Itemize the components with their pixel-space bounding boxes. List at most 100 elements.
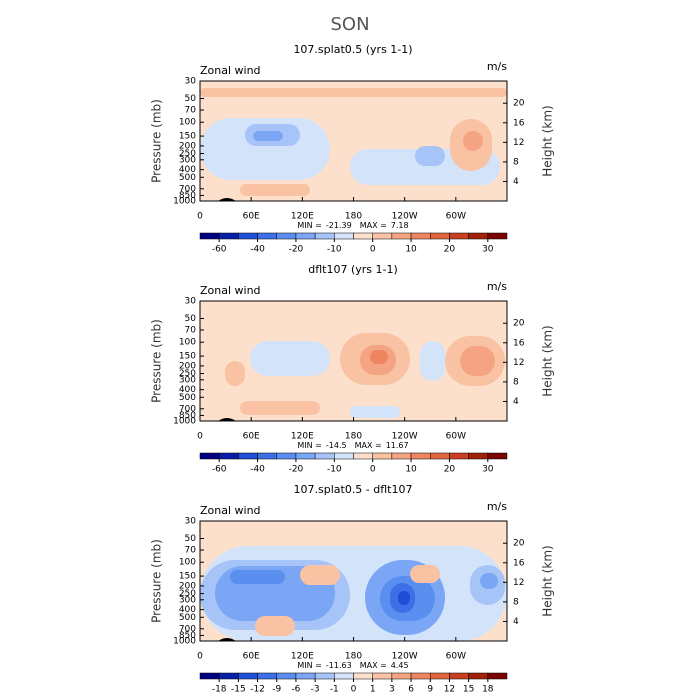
y-tick-label: 100 <box>179 338 196 348</box>
colorbar-box <box>353 672 373 680</box>
colorbar-box <box>468 452 489 460</box>
y-tick-label: 500 <box>179 173 196 183</box>
stat-min: -21.39 <box>326 221 352 230</box>
colorbar-box <box>334 452 354 460</box>
y-tick-label: 250 <box>179 369 196 379</box>
y-tick-label: 850 <box>179 191 196 201</box>
y2-tick-label: 12 <box>513 578 524 588</box>
colorbar-box <box>468 672 489 680</box>
colorbar-box <box>218 452 239 460</box>
x-tick-label: 60W <box>446 212 466 222</box>
stat-max: 7.18 <box>391 221 409 230</box>
contour-region <box>463 131 483 151</box>
colorbar-label: -10 <box>327 465 342 475</box>
terrain <box>218 418 236 421</box>
y-tick-label: 250 <box>179 149 196 159</box>
y2-tick-label: 12 <box>513 358 524 368</box>
colorbar-box <box>238 452 258 460</box>
stat-max: 11.67 <box>386 441 409 450</box>
contour-field <box>200 521 507 641</box>
colorbar-box <box>295 672 316 680</box>
contour-region <box>480 573 498 589</box>
contour-region <box>398 591 410 605</box>
colorbar-box <box>218 672 239 680</box>
y-tick-label: 200 <box>179 141 196 151</box>
colorbar-box <box>295 452 316 460</box>
colorbar-label: -10 <box>327 245 342 255</box>
y2-tick-label: 16 <box>513 118 525 128</box>
stat-max-label: MAX = <box>360 221 387 230</box>
contour-region <box>253 131 283 141</box>
y2-tick-label: 4 <box>513 177 519 187</box>
colorbar-box <box>410 452 431 460</box>
y-tick-label: 500 <box>179 613 196 623</box>
colorbar-box <box>276 232 297 240</box>
panel-title: dflt107 (yrs 1-1) <box>308 263 398 276</box>
colorbar-label: -12 <box>250 685 265 695</box>
colorbar-box <box>449 232 469 240</box>
colorbar-label: 30 <box>482 245 494 255</box>
y-tick-label: 850 <box>179 631 196 641</box>
y-tick-label: 50 <box>185 534 197 544</box>
stat-min: -14.5 <box>326 441 347 450</box>
stats: MIN = -11.63 MAX = 4.45 <box>297 661 408 670</box>
colorbar-box <box>430 232 450 240</box>
contour-field <box>200 301 507 421</box>
y-tick-label: 850 <box>179 411 196 421</box>
y-tick-label: 1000 <box>173 197 196 207</box>
stat-max-label: MAX = <box>360 661 387 670</box>
y-tick-label: 700 <box>179 404 196 414</box>
y2-axis-title: Height (km) <box>541 105 555 176</box>
y2-tick-label: 20 <box>513 319 525 329</box>
colorbar-box <box>487 452 508 460</box>
field-label: Zonal wind <box>200 64 261 77</box>
contour-field <box>200 81 507 201</box>
units-label: m/s <box>487 280 507 293</box>
y-tick-label: 700 <box>179 624 196 634</box>
x-tick-label: 180 <box>345 432 362 442</box>
x-tick-label: 60E <box>243 212 260 222</box>
colorbar-box <box>487 672 508 680</box>
terrain <box>218 198 236 201</box>
colorbar-label: -6 <box>291 685 300 695</box>
colorbar-label: -9 <box>272 685 281 695</box>
y2-tick-label: 20 <box>513 539 525 549</box>
colorbar-label: 3 <box>389 685 395 695</box>
y-axis-title: Pressure (mb) <box>150 539 164 623</box>
colorbar-box <box>391 232 412 240</box>
contour-region <box>225 361 245 386</box>
y2-tick-label: 16 <box>513 338 525 348</box>
y-tick-label: 1000 <box>173 417 196 427</box>
x-tick-label: 60W <box>446 432 466 442</box>
colorbar-label: -40 <box>250 245 265 255</box>
colorbar-box <box>410 672 431 680</box>
x-tick-label: 120E <box>291 652 314 662</box>
colorbar-label: 15 <box>463 685 474 695</box>
x-tick-label: 120W <box>392 652 418 662</box>
colorbar-box <box>468 232 489 240</box>
y2-tick-label: 20 <box>513 99 525 109</box>
x-tick-label: 0 <box>197 212 203 222</box>
contour-region <box>300 565 340 585</box>
y-tick-label: 300 <box>179 375 196 385</box>
field-label: Zonal wind <box>200 504 261 517</box>
stats: MIN = -14.5 MAX = 11.67 <box>297 441 408 450</box>
contour-region <box>410 565 440 583</box>
y2-axis-title: Height (km) <box>541 545 555 616</box>
y2-tick-label: 16 <box>513 558 525 568</box>
contour-region <box>240 184 310 196</box>
contour-region <box>200 88 507 97</box>
colorbar-box <box>487 232 508 240</box>
stat-max: 4.45 <box>391 661 409 670</box>
y2-tick-label: 4 <box>513 617 519 627</box>
x-tick-label: 0 <box>197 432 203 442</box>
y-tick-label: 150 <box>179 352 196 362</box>
y-tick-label: 300 <box>179 595 196 605</box>
y-tick-label: 200 <box>179 361 196 371</box>
contour-region <box>460 346 495 376</box>
colorbar-label: 20 <box>444 465 456 475</box>
colorbar-box <box>410 232 431 240</box>
colorbar-box <box>257 452 277 460</box>
colorbar-box <box>430 672 450 680</box>
